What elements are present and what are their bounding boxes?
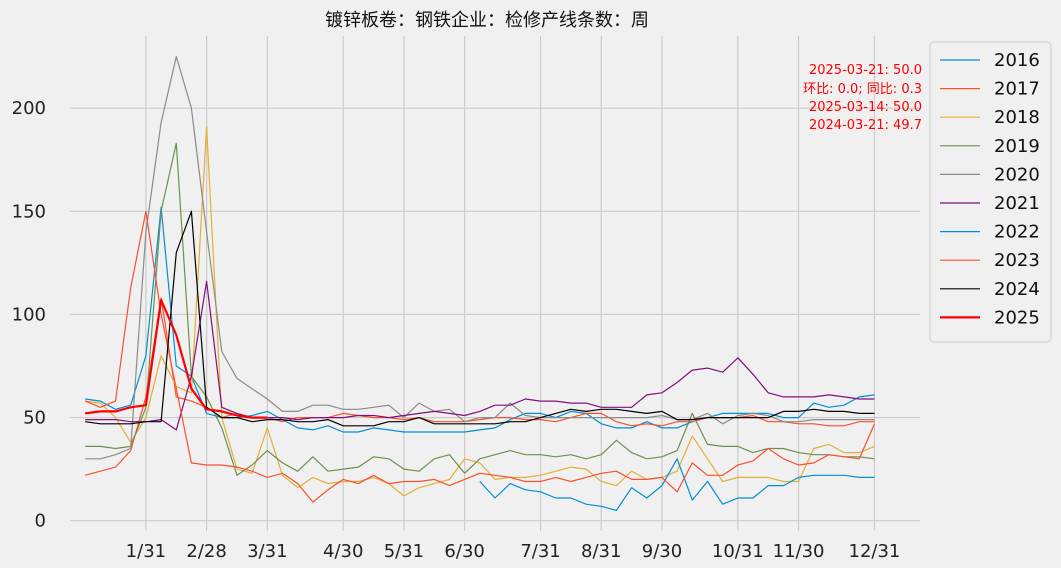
annotation-change: 环比: 0.0; 同比: 0.3 (803, 82, 922, 97)
x-tick-label: 1/31 (126, 541, 166, 562)
legend-label-2025: 2025 (994, 307, 1040, 328)
x-tick-label: 9/30 (642, 541, 682, 562)
series-line-2016 (85, 206, 875, 433)
x-tick-label: 5/31 (384, 541, 424, 562)
series-line-2019 (85, 142, 875, 476)
legend-label-2017: 2017 (994, 79, 1040, 100)
y-axis-ticks: 0 50 100 150 200 (12, 98, 46, 532)
legend-label-2021: 2021 (994, 193, 1040, 214)
x-tick-label: 7/31 (520, 541, 560, 562)
y-tick-label: 200 (12, 98, 46, 119)
series-line-2025 (85, 298, 268, 419)
x-tick-label: 12/31 (849, 541, 901, 562)
x-tick-label: 2/28 (186, 541, 226, 562)
series-line-2018 (85, 126, 875, 497)
x-tick-label: 3/31 (247, 541, 287, 562)
legend-label-2020: 2020 (994, 164, 1040, 185)
legend-label-2023: 2023 (994, 250, 1040, 271)
y-tick-label: 0 (35, 511, 46, 532)
series-line-2022 (479, 458, 875, 511)
annotation-block: 2025-03-21: 50.0 环比: 0.0; 同比: 0.3 2025-0… (803, 63, 922, 133)
legend-label-2019: 2019 (994, 136, 1040, 157)
legend-label-2016: 2016 (994, 50, 1040, 71)
series-line-2021 (85, 280, 875, 431)
annotation-prev-year: 2024-03-21: 49.7 (809, 118, 922, 133)
x-tick-label: 10/31 (712, 541, 764, 562)
annotation-prev-week: 2025-03-14: 50.0 (809, 100, 922, 115)
x-tick-label: 6/30 (444, 541, 484, 562)
series-line-2020 (85, 55, 875, 460)
y-tick-label: 50 (23, 408, 46, 429)
legend-label-2024: 2024 (994, 279, 1040, 300)
x-tick-label: 11/30 (773, 541, 825, 562)
series-line-2023 (84, 210, 876, 503)
x-axis-ticks: 1/31 2/28 3/31 4/30 5/31 6/30 7/31 8/31 9/30 10/3… (126, 541, 901, 562)
series-line-2024 (85, 210, 875, 427)
series-lines (84, 55, 876, 511)
x-tick-label: 4/30 (323, 541, 363, 562)
chart-title: 镀锌板卷：钢铁企业：检修产线条数：周 (325, 10, 649, 31)
x-tick-label: 8/31 (581, 541, 621, 562)
annotation-latest: 2025-03-21: 50.0 (809, 63, 922, 78)
y-tick-label: 100 (12, 304, 46, 325)
y-tick-label: 150 (12, 201, 46, 222)
legend-label-2022: 2022 (994, 222, 1040, 243)
legend: 2016 2017 2018 2019 2020 2021 2022 2023 2024 2025 (929, 41, 1052, 343)
legend-label-2018: 2018 (994, 107, 1040, 128)
